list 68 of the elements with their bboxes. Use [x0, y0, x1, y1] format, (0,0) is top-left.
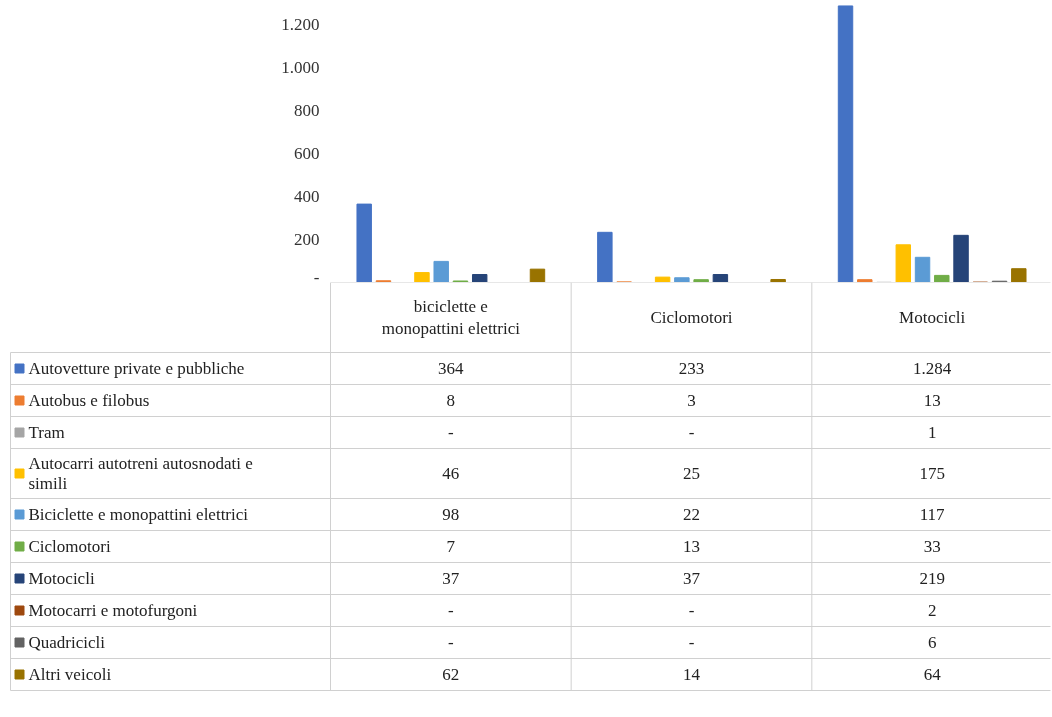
data-label: 33 [923, 537, 941, 556]
y-tick-label: - [313, 267, 320, 287]
bar [414, 272, 430, 282]
bar [770, 278, 786, 282]
bar [953, 234, 969, 282]
legend-label: Autobus e filobus [28, 391, 150, 410]
data-label: - [688, 423, 695, 442]
data-label: 98 [442, 505, 460, 524]
bar [433, 260, 449, 282]
data-label: 175 [919, 464, 945, 483]
x-tick-label: Motocicli [899, 308, 966, 327]
data-label: - [448, 423, 454, 442]
legend-label: Altri veicoli [28, 665, 112, 684]
y-tick-label: 1.000 [281, 57, 320, 77]
legend-label: Autovetture private e pubbliche [28, 359, 245, 378]
y-tick-label: 800 [294, 100, 320, 120]
bar [895, 244, 912, 282]
data-label: 22 [683, 505, 700, 524]
bar [356, 203, 372, 282]
data-label: 2 [927, 601, 937, 620]
y-tick-label: 1.200 [281, 14, 320, 34]
legend-label: Tram [28, 423, 65, 442]
data-label: 219 [919, 569, 945, 588]
bar [654, 276, 671, 282]
bar [471, 274, 488, 282]
data-label: 64 [923, 665, 942, 684]
legend-label: Motocicli [28, 569, 95, 588]
data-label: 364 [438, 359, 465, 378]
data-label: 8 [446, 391, 456, 410]
legend-label: Ciclomotori [28, 537, 111, 556]
bar [693, 279, 709, 282]
bar [712, 274, 729, 282]
bar [934, 274, 950, 282]
data-label: 62 [442, 665, 460, 684]
data-label: 14 [683, 665, 701, 684]
legend-label: Autocarri autotreni autosnodati e simili [28, 454, 253, 493]
data-label: - [688, 601, 695, 620]
bar [837, 5, 854, 282]
y-tick-label: 400 [294, 186, 320, 206]
bar [914, 256, 931, 282]
data-label: 117 [919, 505, 946, 524]
data-label: 233 [678, 359, 705, 378]
x-tick-label: biciclette e monopattini elettrici [381, 296, 521, 339]
data-label: 6 [927, 633, 937, 652]
data-label: 3 [687, 391, 696, 410]
bar [674, 277, 690, 282]
data-label: - [448, 633, 454, 652]
bar [857, 279, 873, 282]
x-tick-label: Ciclomotori [650, 308, 733, 327]
bar [597, 231, 613, 282]
data-label: 13 [923, 391, 941, 410]
data-label: 25 [683, 464, 700, 483]
data-label: 1 [927, 423, 937, 442]
y-tick-label: 200 [294, 229, 320, 249]
data-label: 1.284 [913, 359, 952, 378]
legend-label: Quadricicli [28, 633, 106, 652]
legend-label: Biciclette e monopattini elettrici [28, 505, 249, 524]
data-label: - [688, 633, 695, 652]
bar [1011, 268, 1027, 282]
data-label: 7 [446, 537, 456, 556]
bar [529, 268, 546, 282]
data-label: 37 [683, 569, 701, 588]
data-label: - [448, 601, 454, 620]
y-tick-label: 600 [294, 143, 320, 163]
legend-label: Motocarri e motofurgoni [28, 601, 198, 620]
data-label: 46 [442, 464, 460, 483]
data-label: 13 [683, 537, 700, 556]
data-label: 37 [442, 569, 460, 588]
